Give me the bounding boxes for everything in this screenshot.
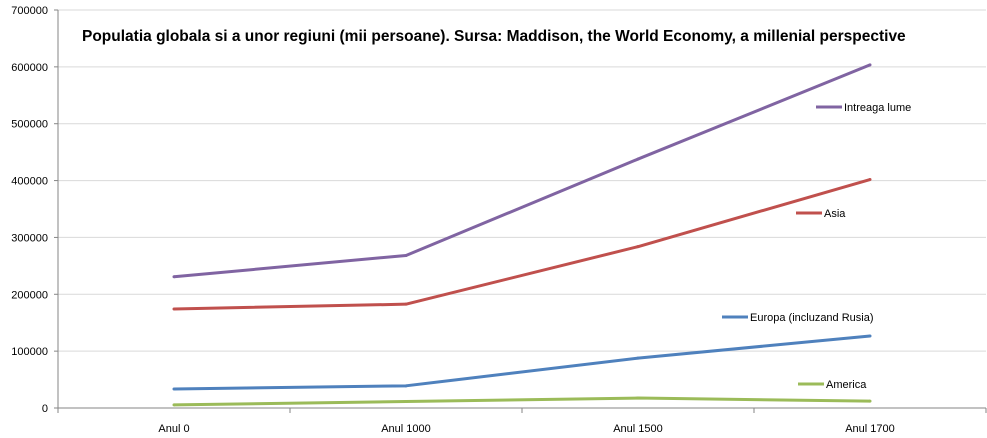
legend-label: America <box>826 379 867 391</box>
x-tick-label: Anul 1500 <box>613 423 663 435</box>
legend-label: Europa (incluzand Rusia) <box>750 312 874 324</box>
y-tick-label: 400000 <box>11 176 48 188</box>
series-line-1 <box>173 178 871 311</box>
data-point <box>404 253 408 257</box>
data-point <box>172 275 176 279</box>
legend-label: Asia <box>824 208 846 220</box>
y-tick-label: 500000 <box>11 119 48 131</box>
data-point <box>636 356 640 360</box>
y-tick-label: 200000 <box>11 289 48 301</box>
series-line-3 <box>173 396 871 407</box>
data-point <box>404 384 408 388</box>
series-line-2 <box>173 334 871 391</box>
chart-title: Populatia globala si a unor regiuni (mii… <box>82 28 906 45</box>
y-tick-label: 0 <box>42 403 48 415</box>
data-point <box>636 157 640 161</box>
x-tick-label: Anul 1000 <box>381 423 431 435</box>
data-point <box>172 403 176 407</box>
data-point <box>868 178 872 182</box>
series-line-0 <box>173 63 871 279</box>
y-tick-label: 700000 <box>11 5 48 17</box>
data-point <box>868 334 872 338</box>
data-point <box>868 399 872 403</box>
y-tick-label: 300000 <box>11 232 48 244</box>
data-point <box>172 387 176 391</box>
data-point <box>636 396 640 400</box>
data-point <box>404 302 408 306</box>
data-point <box>868 63 872 67</box>
data-point <box>172 307 176 311</box>
x-tick-label: Anul 1700 <box>845 423 895 435</box>
data-point <box>404 400 408 404</box>
y-tick-label: 100000 <box>11 346 48 358</box>
y-tick-label: 600000 <box>11 62 48 74</box>
legend-label: Intreaga lume <box>844 102 911 114</box>
x-tick-label: Anul 0 <box>158 423 189 435</box>
data-point <box>636 245 640 249</box>
